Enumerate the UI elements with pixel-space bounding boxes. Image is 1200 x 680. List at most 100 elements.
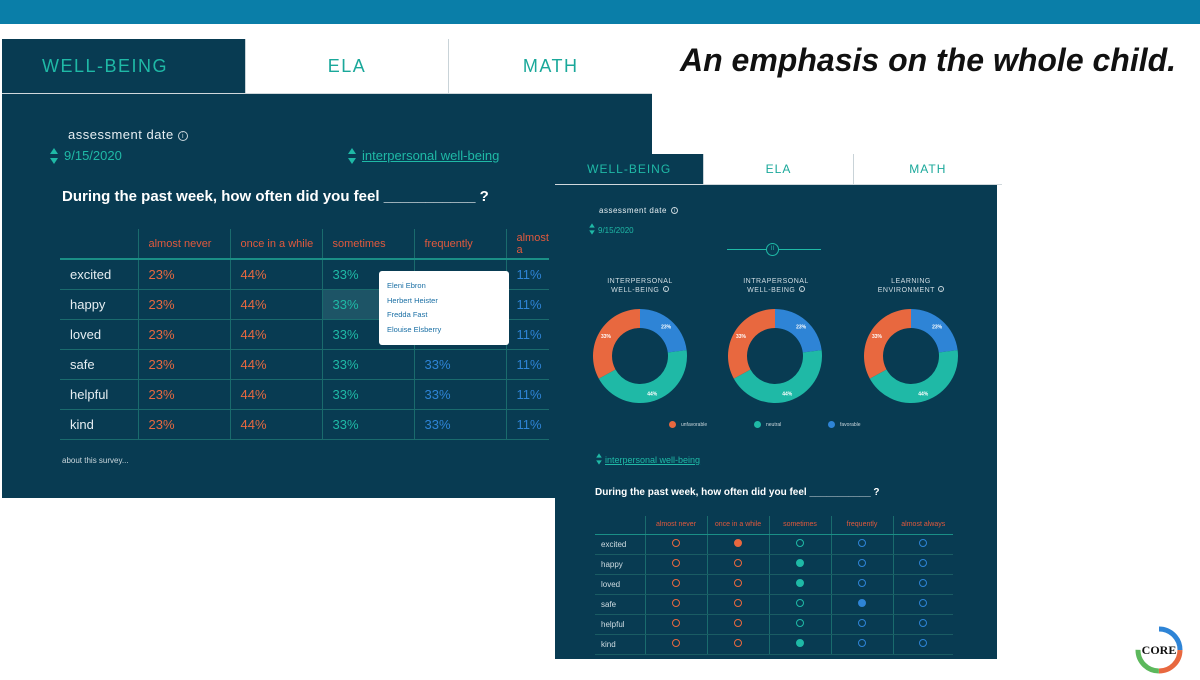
percent-cell[interactable]: 44% <box>230 319 323 350</box>
donut-slice-neutral[interactable] <box>733 350 822 403</box>
donut-slice-favorable[interactable] <box>911 309 958 353</box>
percent-cell[interactable]: 33% <box>414 349 507 380</box>
percent-cell[interactable]: 23% <box>138 409 231 440</box>
percent-cell[interactable]: 11% <box>506 289 549 320</box>
radio[interactable] <box>919 559 928 567</box>
tab-ela[interactable]: ELA <box>704 154 854 184</box>
dimension-selector[interactable]: interpersonal well-being <box>595 450 700 468</box>
radio[interactable] <box>734 579 742 587</box>
top-banner-bar <box>0 0 1200 24</box>
percent-cell[interactable]: 23% <box>138 379 231 410</box>
response-cell <box>831 534 894 555</box>
percent-cell[interactable]: 23% <box>138 259 231 290</box>
selected-radio[interactable] <box>796 579 804 587</box>
legend-item: neutral <box>754 421 781 428</box>
percent-cell[interactable]: 33% <box>322 379 415 410</box>
donut-slice-unfavorable[interactable] <box>593 309 640 379</box>
percent-cell[interactable]: 33% <box>322 349 415 380</box>
radio[interactable] <box>858 579 866 587</box>
table-row: safe 23% 44% 33% 33% 11% <box>60 349 549 380</box>
info-icon[interactable]: i <box>670 207 678 214</box>
donut-slice-unfavorable[interactable] <box>728 309 775 379</box>
row-header-cell <box>595 516 646 535</box>
student-name[interactable]: Fredda Fast <box>387 310 428 319</box>
tab-ela[interactable]: ELA <box>245 39 450 93</box>
radio[interactable] <box>734 599 742 607</box>
info-icon[interactable]: i <box>798 286 805 292</box>
response-cell <box>707 594 770 615</box>
response-cell <box>707 634 770 655</box>
response-cell <box>831 634 894 655</box>
info-icon[interactable]: i <box>177 131 188 141</box>
selected-radio[interactable] <box>734 539 742 547</box>
radio[interactable] <box>919 619 928 627</box>
response-cell <box>707 554 770 575</box>
radio[interactable] <box>796 619 804 627</box>
radio[interactable] <box>858 559 866 567</box>
radio[interactable] <box>734 639 742 647</box>
donut-slice-neutral[interactable] <box>598 350 687 403</box>
tab-math[interactable]: MATH <box>449 39 653 93</box>
donut-slice-unfavorable[interactable] <box>864 309 911 379</box>
percent-cell[interactable]: 11% <box>506 319 549 350</box>
radio[interactable] <box>858 539 866 547</box>
radio[interactable] <box>734 619 742 627</box>
response-cell <box>645 554 708 575</box>
percent-cell[interactable]: 23% <box>138 289 231 320</box>
tab-math[interactable]: MATH <box>853 154 1002 184</box>
radio[interactable] <box>858 619 866 627</box>
percent-cell[interactable]: 11% <box>506 409 549 440</box>
radio[interactable] <box>672 599 680 607</box>
date-selector[interactable]: 9/15/2020 <box>50 147 122 165</box>
radio[interactable] <box>672 619 680 627</box>
radio[interactable] <box>919 579 928 587</box>
percent-cell[interactable]: 44% <box>230 409 323 440</box>
response-cell <box>769 594 832 615</box>
percent-cell[interactable]: 44% <box>230 259 323 290</box>
radio[interactable] <box>672 579 680 587</box>
info-icon[interactable]: i <box>938 286 945 292</box>
percent-cell[interactable]: 44% <box>230 289 323 320</box>
dimension-selector[interactable]: interpersonal well-being <box>348 147 499 165</box>
percent-cell[interactable]: 33% <box>322 409 415 440</box>
percent-cell[interactable]: 44% <box>230 379 323 410</box>
about-survey-link[interactable]: about this survey... <box>62 456 129 465</box>
row-label: helpful <box>60 379 139 410</box>
pause-toggle-icon[interactable]: II <box>766 243 779 256</box>
selected-radio[interactable] <box>796 639 804 647</box>
percent-cell[interactable]: 11% <box>506 349 549 380</box>
tab-well-being[interactable]: WELL-BEING <box>555 154 705 184</box>
percent-cell[interactable]: 33% <box>414 379 507 410</box>
percent-cell[interactable]: 33% <box>414 409 507 440</box>
row-label: excited <box>595 534 646 555</box>
radio[interactable] <box>672 559 680 567</box>
date-selector[interactable]: 9/15/2020 <box>588 220 634 238</box>
radio[interactable] <box>734 559 742 567</box>
percent-cell[interactable]: 11% <box>506 259 549 290</box>
radio[interactable] <box>796 539 804 547</box>
donut-slice-neutral[interactable] <box>869 350 958 403</box>
percent-cell[interactable]: 44% <box>230 349 323 380</box>
percent-cell[interactable]: 23% <box>138 349 231 380</box>
donut-slice-label: 44% <box>918 392 929 398</box>
donut-slice-favorable[interactable] <box>775 309 822 353</box>
tab-well-being[interactable]: WELL-BEING <box>2 39 246 93</box>
percent-cell[interactable]: 11% <box>506 379 549 410</box>
student-name[interactable]: Elouise Elsberry <box>387 324 442 334</box>
radio[interactable] <box>919 539 928 547</box>
legend-item: favorable <box>828 421 861 428</box>
radio[interactable] <box>858 639 866 647</box>
student-name[interactable]: Herbert Heister <box>387 295 438 305</box>
radio[interactable] <box>672 639 680 647</box>
donut-slice-favorable[interactable] <box>640 309 687 353</box>
selected-radio[interactable] <box>858 599 866 607</box>
student-name[interactable]: Eleni Ebron <box>387 281 426 290</box>
radio[interactable] <box>919 639 928 647</box>
response-cell <box>893 534 953 555</box>
radio[interactable] <box>796 599 804 607</box>
info-icon[interactable]: i <box>662 286 669 292</box>
radio[interactable] <box>919 599 928 607</box>
percent-cell[interactable]: 23% <box>138 319 231 350</box>
radio[interactable] <box>672 539 680 547</box>
selected-radio[interactable] <box>796 559 804 567</box>
